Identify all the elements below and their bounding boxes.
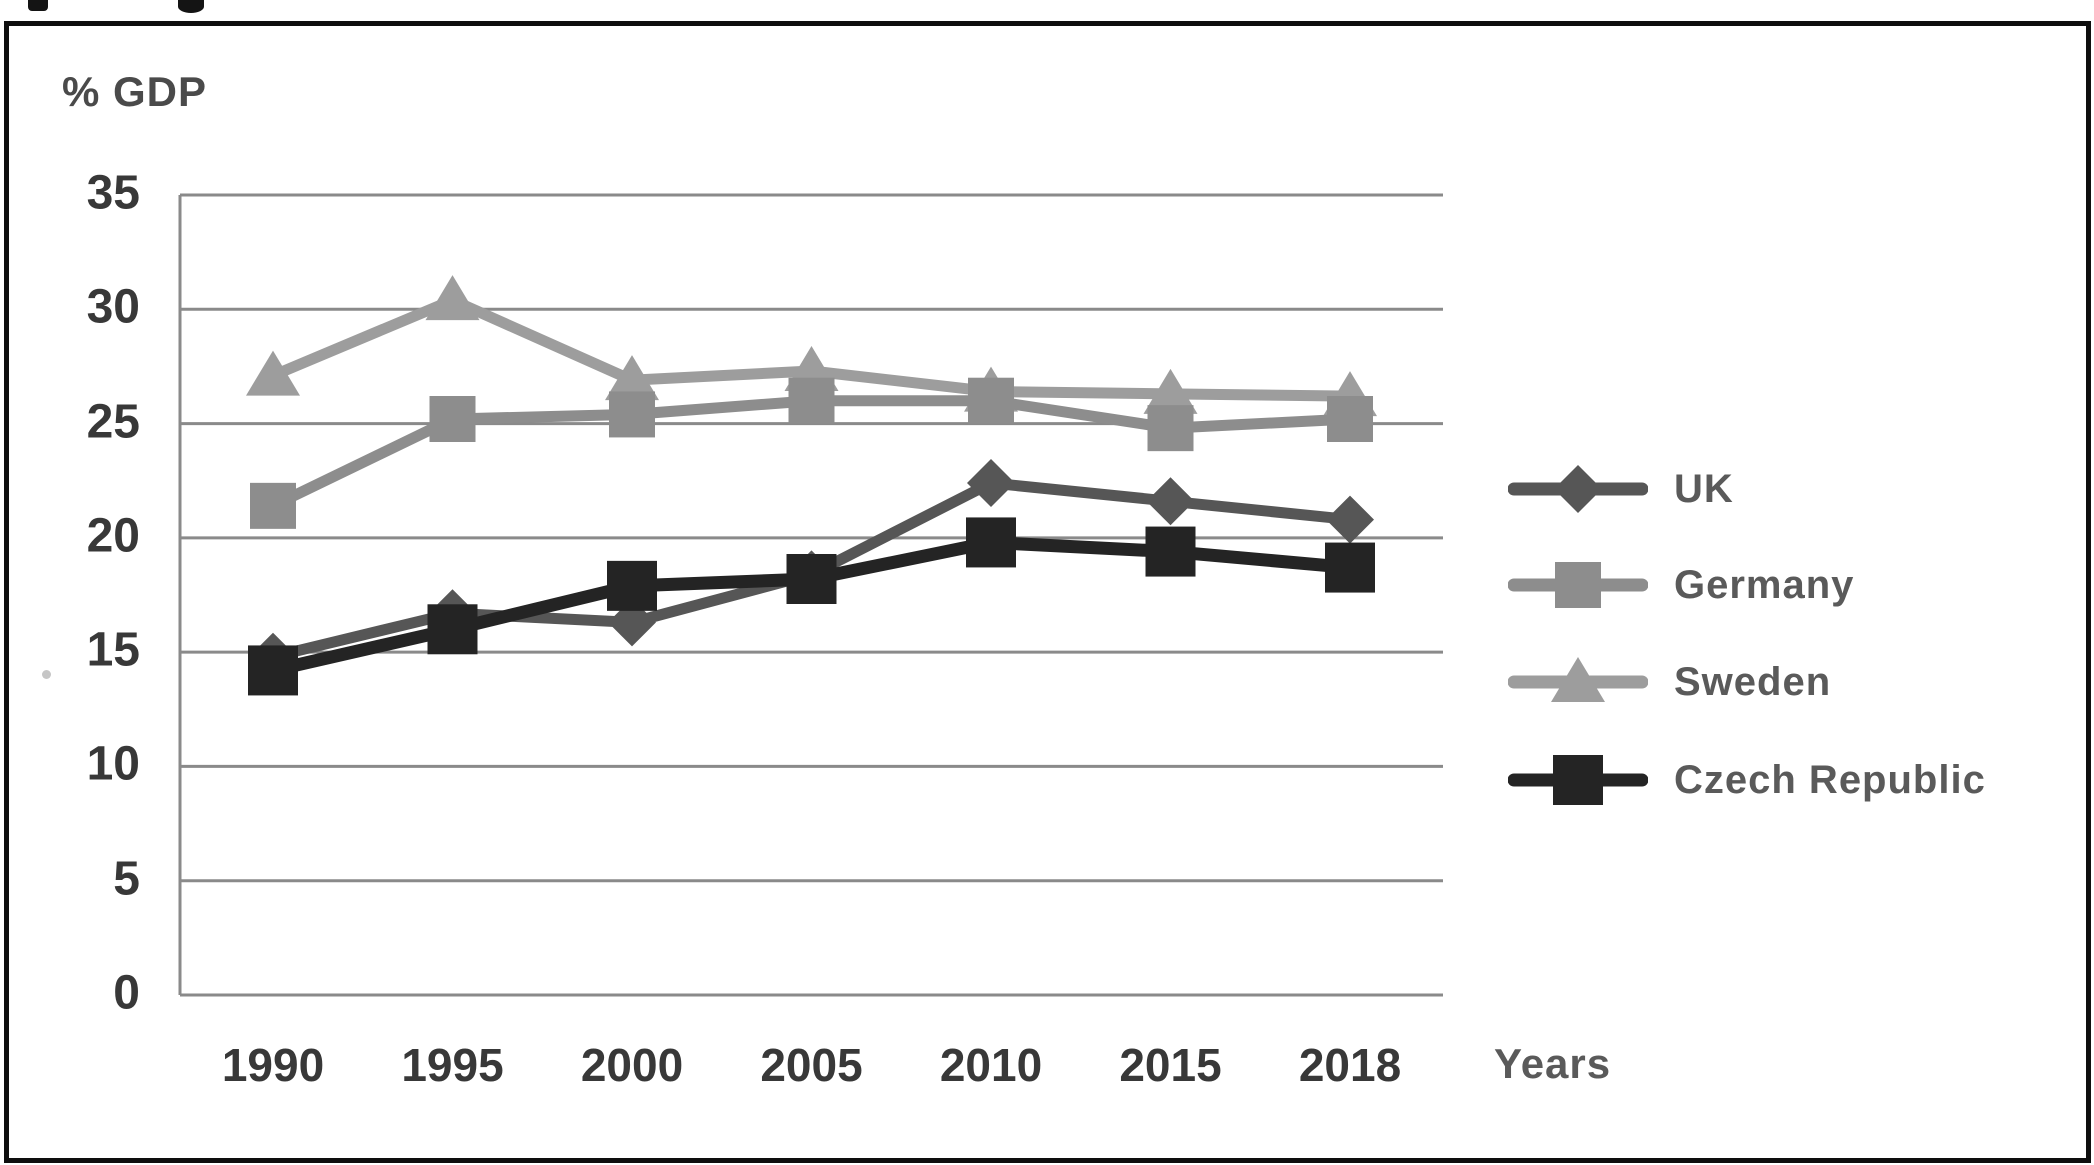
cropped-text-artifact <box>28 0 48 11</box>
legend-label: Sweden <box>1674 659 1832 704</box>
triangle-marker <box>1143 368 1198 414</box>
cropped-text-artifact <box>178 0 204 13</box>
x-tick-label: 2015 <box>1119 1039 1222 1091</box>
legend-marker-triangle <box>1508 657 1648 702</box>
legend-item-germany: Germany <box>1508 543 2088 627</box>
y-tick-label: 15 <box>86 623 140 677</box>
legend-marker-diamond <box>1508 465 1648 513</box>
y-tick-label: 20 <box>86 509 140 563</box>
x-tick-label: 2018 <box>1298 1039 1402 1091</box>
diamond-marker <box>967 459 1015 507</box>
square-marker <box>1327 396 1373 442</box>
outer-border-frame <box>4 21 2091 1163</box>
y-tick-label: 10 <box>86 737 140 791</box>
legend-label: Czech Republic <box>1674 757 1986 802</box>
square-marker <box>248 645 298 696</box>
triangle-marker <box>425 275 480 321</box>
x-axis-title: Years <box>1494 1040 1612 1087</box>
x-tick-label: 1990 <box>221 1039 325 1091</box>
x-tick-label: 2000 <box>580 1039 684 1091</box>
triangle-marker <box>605 355 659 401</box>
x-tick-label: 2005 <box>760 1039 863 1091</box>
legend-item-uk: UK <box>1508 447 2088 531</box>
speck-artifact <box>42 670 51 679</box>
y-tick-label: 25 <box>86 394 140 448</box>
triangle-marker <box>246 350 300 396</box>
square-marker <box>609 391 655 438</box>
legend-marker-square <box>1508 562 1648 608</box>
diamond-marker <box>1326 495 1374 544</box>
square-marker <box>786 554 837 604</box>
y-tick-label: 30 <box>86 280 140 334</box>
legend-label: Germany <box>1674 562 1855 607</box>
legend-label: UK <box>1674 466 1734 511</box>
square-marker <box>1145 526 1196 577</box>
x-tick-label: 1995 <box>401 1039 504 1091</box>
square-marker <box>788 377 835 424</box>
square-marker <box>1325 542 1375 593</box>
legend-marker-square <box>1508 755 1648 805</box>
square-marker <box>607 560 657 611</box>
series-czech-republic <box>248 517 1375 696</box>
diamond-marker <box>1146 477 1195 526</box>
square-marker <box>966 517 1016 568</box>
square-marker <box>427 604 478 655</box>
legend-item-czech-republic: Czech Republic <box>1508 738 2088 822</box>
square-marker <box>250 482 296 529</box>
series-germany <box>250 377 1373 529</box>
y-axis-title: % GDP <box>62 68 208 115</box>
square-marker <box>1147 405 1194 452</box>
square-marker <box>968 377 1014 424</box>
square-marker <box>429 396 476 442</box>
y-tick-label: 0 <box>113 966 140 1020</box>
x-tick-label: 2010 <box>939 1039 1043 1091</box>
y-tick-label: 35 <box>86 166 140 220</box>
legend-item-sweden: Sweden <box>1508 640 2088 724</box>
y-tick-label: 5 <box>113 852 140 906</box>
